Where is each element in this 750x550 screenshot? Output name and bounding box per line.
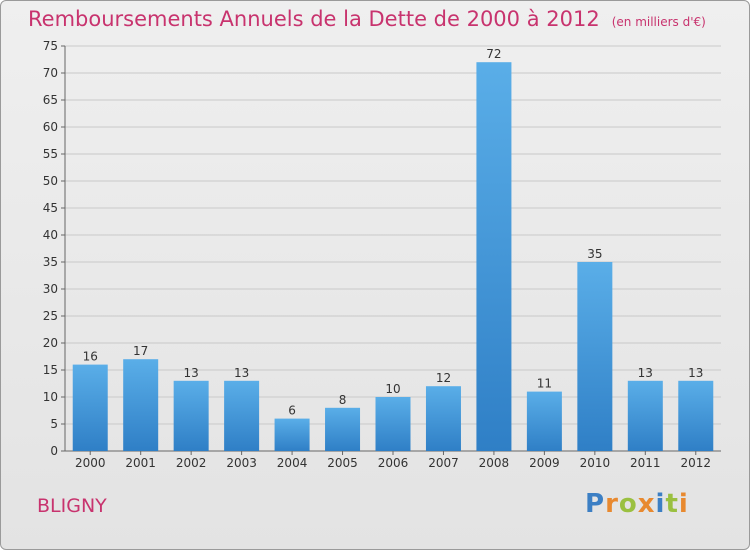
bar-value-label: 12	[436, 371, 451, 385]
logo-letter: i	[655, 489, 666, 519]
bar-2003	[224, 380, 260, 451]
chart-unit: (en milliers d'€)	[611, 15, 706, 29]
x-tick-label: 2010	[580, 456, 611, 470]
y-tick-label: 40	[43, 228, 58, 242]
y-tick-label: 45	[43, 201, 58, 215]
bar-value-label: 35	[587, 247, 602, 261]
bar-2004	[274, 418, 310, 451]
proxiti-logo: Proxiti	[585, 489, 689, 519]
y-tick-label: 20	[43, 336, 58, 350]
chart-title: Remboursements Annuels de la Dette de 20…	[28, 7, 706, 31]
y-tick-label: 25	[43, 309, 58, 323]
y-tick-label: 10	[43, 390, 58, 404]
x-tick-label: 2005	[327, 456, 358, 470]
bar-value-label: 10	[385, 382, 400, 396]
x-tick-label: 2012	[680, 456, 711, 470]
logo-letter: r	[605, 489, 619, 519]
bar-value-label: 13	[234, 366, 249, 380]
bar-value-label: 13	[184, 366, 199, 380]
x-tick-label: 2011	[630, 456, 661, 470]
x-tick-label: 2001	[125, 456, 156, 470]
y-tick-label: 50	[43, 174, 58, 188]
bar-value-label: 11	[537, 377, 552, 391]
logo-letter: t	[665, 489, 679, 519]
bar-2001	[123, 359, 159, 451]
x-tick-label: 2006	[378, 456, 409, 470]
bar-value-label: 16	[83, 350, 98, 364]
x-tick-label: 2009	[529, 456, 560, 470]
logo-letter: P	[585, 489, 606, 519]
logo-letter: x	[637, 489, 656, 519]
x-tick-label: 2008	[479, 456, 510, 470]
bar-value-label: 13	[638, 366, 653, 380]
bar-2005	[325, 407, 361, 451]
bar-2012	[678, 380, 714, 451]
y-tick-label: 70	[43, 66, 58, 80]
bar-2011	[627, 380, 663, 451]
y-tick-label: 5	[50, 417, 58, 431]
bar-value-label: 72	[486, 47, 501, 61]
bar-value-label: 6	[288, 404, 296, 418]
x-tick-label: 2000	[75, 456, 106, 470]
bar-value-label: 13	[688, 366, 703, 380]
x-tick-label: 2002	[176, 456, 207, 470]
bar-2000	[72, 364, 108, 451]
x-tick-label: 2004	[277, 456, 308, 470]
bar-2002	[173, 380, 209, 451]
y-tick-label: 55	[43, 147, 58, 161]
logo-letter: o	[618, 489, 638, 519]
y-tick-label: 35	[43, 255, 58, 269]
x-tick-label: 2003	[226, 456, 257, 470]
y-tick-label: 0	[50, 444, 58, 458]
y-tick-label: 65	[43, 93, 58, 107]
commune-name: BLIGNY	[37, 495, 107, 517]
bar-value-label: 8	[339, 393, 347, 407]
bars: 16 17 13 13 6 8 10 12 72 11 35 13 13	[72, 47, 714, 451]
y-tick-label: 15	[43, 363, 58, 377]
bar-2009	[526, 391, 562, 451]
bar-2007	[425, 386, 461, 451]
bar-value-label: 17	[133, 344, 148, 358]
bar-2006	[375, 397, 411, 451]
bar-2010	[577, 262, 613, 451]
bar-2008	[476, 62, 512, 451]
y-tick-label: 30	[43, 282, 58, 296]
y-tick-label: 60	[43, 120, 58, 134]
x-tick-label: 2007	[428, 456, 459, 470]
logo-letter: i	[678, 489, 689, 519]
y-tick-label: 75	[43, 39, 58, 53]
axes: 0 5 10 15 20 25 30 35 40 45 50 55 60 65 70 75 2000 2001 20…	[43, 39, 721, 470]
